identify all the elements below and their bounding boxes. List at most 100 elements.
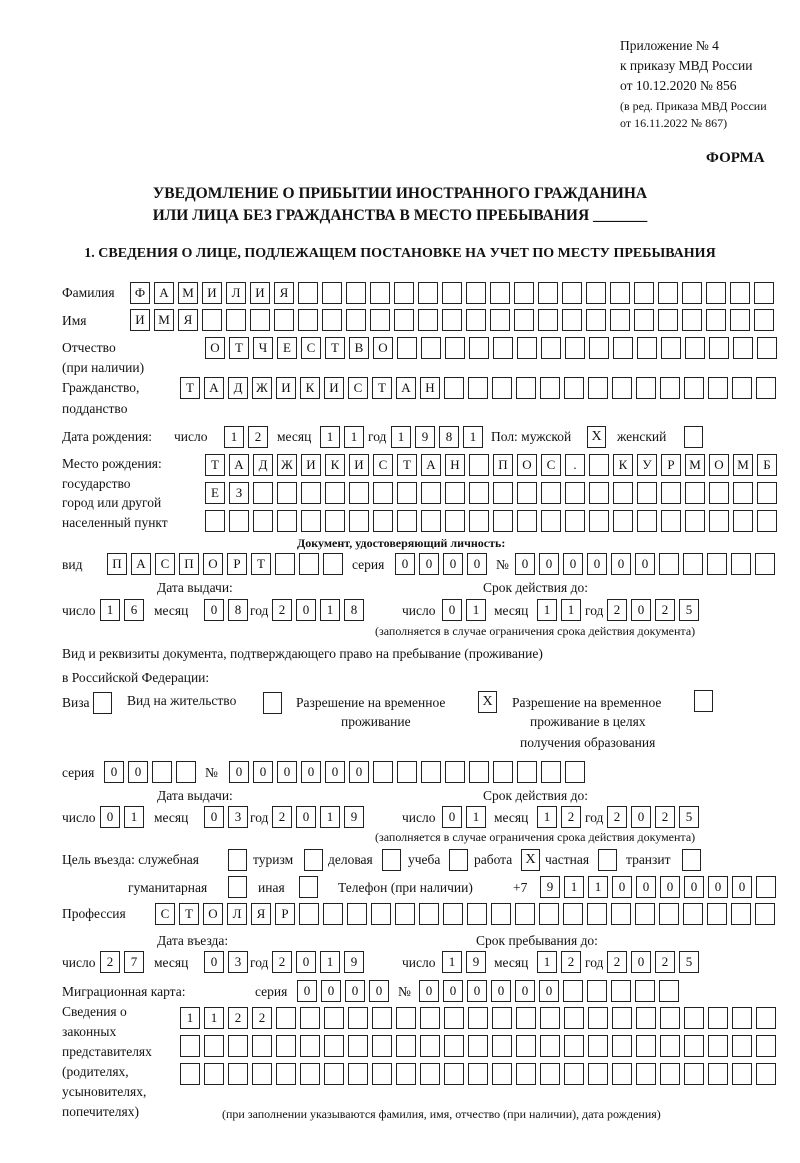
char-cell[interactable] <box>611 980 631 1002</box>
char-cell[interactable]: И <box>301 454 321 476</box>
char-cell[interactable] <box>396 1063 416 1085</box>
char-cell[interactable]: 0 <box>253 761 273 783</box>
char-cell[interactable]: Р <box>275 903 295 925</box>
char-cell[interactable]: 0 <box>612 876 632 898</box>
char-cell[interactable]: 0 <box>631 806 651 828</box>
char-cell[interactable] <box>659 553 679 575</box>
char-cell[interactable] <box>613 510 633 532</box>
char-cell[interactable] <box>445 337 465 359</box>
char-cell[interactable]: К <box>325 454 345 476</box>
char-cell[interactable]: И <box>324 377 344 399</box>
char-cell[interactable] <box>299 903 319 925</box>
char-cell[interactable]: 0 <box>515 553 535 575</box>
char-cell[interactable]: 0 <box>297 980 317 1002</box>
char-cell[interactable] <box>348 1063 368 1085</box>
char-cell[interactable]: 2 <box>272 806 292 828</box>
char-cell[interactable]: П <box>493 454 513 476</box>
char-cell[interactable]: 0 <box>395 553 415 575</box>
char-cell[interactable] <box>613 482 633 504</box>
char-cell[interactable] <box>348 1035 368 1057</box>
char-cell[interactable] <box>517 510 537 532</box>
char-cell[interactable] <box>324 1063 344 1085</box>
char-cell[interactable]: 1 <box>588 876 608 898</box>
char-cell[interactable] <box>492 1035 512 1057</box>
char-cell[interactable] <box>587 903 607 925</box>
char-cell[interactable] <box>658 282 678 304</box>
char-cell[interactable] <box>492 377 512 399</box>
char-cell[interactable] <box>469 337 489 359</box>
char-cell[interactable] <box>682 309 702 331</box>
char-cell[interactable] <box>514 282 534 304</box>
char-cell[interactable] <box>541 510 561 532</box>
char-cell[interactable] <box>731 553 751 575</box>
char-cell[interactable]: 0 <box>515 980 535 1002</box>
char-cell[interactable] <box>659 980 679 1002</box>
char-cell[interactable] <box>299 553 319 575</box>
char-cell[interactable]: 9 <box>466 951 486 973</box>
char-cell[interactable]: Я <box>274 282 294 304</box>
char-cell[interactable]: В <box>349 337 369 359</box>
char-cell[interactable]: М <box>154 309 174 331</box>
char-cell[interactable]: 0 <box>104 761 124 783</box>
char-cell[interactable]: 0 <box>419 553 439 575</box>
char-cell[interactable]: 1 <box>344 426 364 448</box>
char-cell[interactable]: 0 <box>345 980 365 1002</box>
char-cell[interactable]: 0 <box>128 761 148 783</box>
char-cell[interactable] <box>565 482 585 504</box>
char-cell[interactable] <box>250 309 270 331</box>
char-cell[interactable]: 0 <box>204 599 224 621</box>
char-cell[interactable] <box>373 510 393 532</box>
char-cell[interactable]: 2 <box>607 806 627 828</box>
char-cell[interactable]: А <box>229 454 249 476</box>
char-cell[interactable]: 2 <box>228 1007 248 1029</box>
char-cell[interactable] <box>370 309 390 331</box>
char-cell[interactable]: 1 <box>224 426 244 448</box>
char-cell[interactable]: 1 <box>442 951 462 973</box>
char-cell[interactable] <box>493 482 513 504</box>
visa-checkbox[interactable] <box>93 692 112 714</box>
char-cell[interactable] <box>252 1035 272 1057</box>
char-cell[interactable]: А <box>204 377 224 399</box>
char-cell[interactable]: Д <box>253 454 273 476</box>
char-cell[interactable] <box>757 482 777 504</box>
char-cell[interactable]: 0 <box>563 553 583 575</box>
char-cell[interactable] <box>445 761 465 783</box>
char-cell[interactable] <box>180 1063 200 1085</box>
char-cell[interactable]: А <box>131 553 151 575</box>
char-cell[interactable] <box>468 1035 488 1057</box>
char-cell[interactable]: Ч <box>253 337 273 359</box>
char-cell[interactable] <box>708 377 728 399</box>
char-cell[interactable]: К <box>613 454 633 476</box>
char-cell[interactable]: Л <box>226 282 246 304</box>
char-cell[interactable] <box>541 482 561 504</box>
char-cell[interactable]: Т <box>325 337 345 359</box>
char-cell[interactable] <box>493 510 513 532</box>
char-cell[interactable]: 2 <box>252 1007 272 1029</box>
char-cell[interactable] <box>277 510 297 532</box>
char-cell[interactable] <box>421 761 441 783</box>
char-cell[interactable] <box>324 1007 344 1029</box>
char-cell[interactable]: 0 <box>539 980 559 1002</box>
char-cell[interactable] <box>349 482 369 504</box>
char-cell[interactable]: 0 <box>636 876 656 898</box>
char-cell[interactable]: Т <box>397 454 417 476</box>
char-cell[interactable] <box>420 1035 440 1057</box>
char-cell[interactable]: 2 <box>655 806 675 828</box>
char-cell[interactable] <box>635 980 655 1002</box>
char-cell[interactable]: 2 <box>561 951 581 973</box>
char-cell[interactable] <box>754 309 774 331</box>
char-cell[interactable]: О <box>517 454 537 476</box>
char-cell[interactable] <box>492 1063 512 1085</box>
char-cell[interactable] <box>661 510 681 532</box>
char-cell[interactable]: А <box>154 282 174 304</box>
purpose-study-checkbox[interactable] <box>449 849 468 871</box>
char-cell[interactable]: 1 <box>537 806 557 828</box>
char-cell[interactable] <box>492 1007 512 1029</box>
char-cell[interactable]: М <box>685 454 705 476</box>
char-cell[interactable]: 0 <box>321 980 341 1002</box>
char-cell[interactable] <box>540 1063 560 1085</box>
char-cell[interactable] <box>204 1063 224 1085</box>
char-cell[interactable] <box>658 309 678 331</box>
char-cell[interactable] <box>445 510 465 532</box>
char-cell[interactable] <box>468 1063 488 1085</box>
